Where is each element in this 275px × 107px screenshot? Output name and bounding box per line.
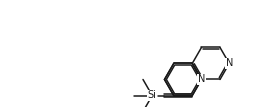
Text: Si: Si <box>148 91 157 100</box>
Text: N: N <box>198 74 205 85</box>
Text: N: N <box>226 58 233 68</box>
